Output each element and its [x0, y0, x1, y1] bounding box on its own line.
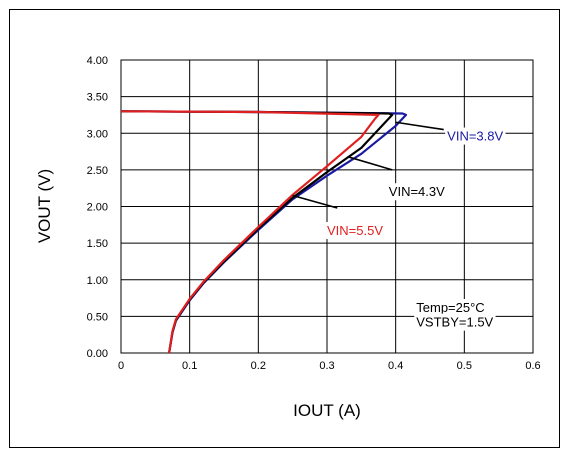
x-tick-label: 0.1: [182, 360, 197, 372]
annotation-label-background: [325, 222, 386, 240]
annotation-leader-line: [395, 121, 444, 131]
x-tick-label: 0.2: [251, 360, 266, 372]
x-tick-label: 0.6: [525, 360, 540, 372]
annotations: VIN=3.8V VIN=4.3V VIN=5.5V Temp=25°CVSTBY=1…: [292, 121, 506, 331]
x-tick-label: 0.4: [388, 360, 403, 372]
annotation-label-background: [414, 298, 487, 316]
annotation-leader-line: [347, 155, 393, 171]
annotation-label: VSTBY=1.5V: [416, 315, 493, 330]
y-axis-title: VOUT (V): [35, 169, 54, 243]
y-tick-label: 0.00: [87, 348, 108, 360]
x-tick-labels: 0 0.1 0.2 0.3 0.4 0.5 0.6: [118, 360, 541, 372]
x-tick-label: 0: [118, 360, 124, 372]
annotation-label: Temp=25°C: [416, 300, 484, 315]
y-tick-label: 0.50: [87, 311, 108, 323]
y-tick-label: 3.50: [87, 92, 108, 104]
y-tick-label: 3.00: [87, 128, 108, 140]
series-line-vin-5-5v: [120, 110, 380, 354]
vout-vs-iout-chart: 0 0.1 0.2 0.3 0.4 0.5 0.6 0.00 0.50 1.00 1.50 2.00…: [35, 55, 541, 420]
y-tick-label: 1.00: [87, 275, 108, 287]
annotation-leader-line: [292, 194, 338, 209]
y-tick-labels: 0.00 0.50 1.00 1.50 2.00 2.50 3.00 3.50 4.00: [87, 55, 108, 360]
annotation-label: VIN=3.8V: [447, 129, 503, 144]
annotation-label-background: [386, 183, 448, 201]
series-lines: [120, 110, 408, 354]
annotation-label: VIN=4.3V: [389, 184, 445, 199]
y-tick-label: 4.00: [87, 55, 108, 67]
x-tick-label: 0.3: [319, 360, 334, 372]
annotation-label-background: [414, 313, 496, 331]
annotation-label-background: [445, 127, 506, 145]
chart-frame: 0 0.1 0.2 0.3 0.4 0.5 0.6 0.00 0.50 1.00 1.50 2.00…: [9, 9, 560, 448]
x-axis-title: IOUT (A): [293, 401, 361, 420]
x-tick-label: 0.5: [457, 360, 472, 372]
y-tick-label: 1.50: [87, 238, 108, 250]
y-tick-label: 2.00: [87, 202, 108, 214]
y-tick-label: 2.50: [87, 165, 108, 177]
annotation-label: VIN=5.5V: [327, 223, 383, 238]
